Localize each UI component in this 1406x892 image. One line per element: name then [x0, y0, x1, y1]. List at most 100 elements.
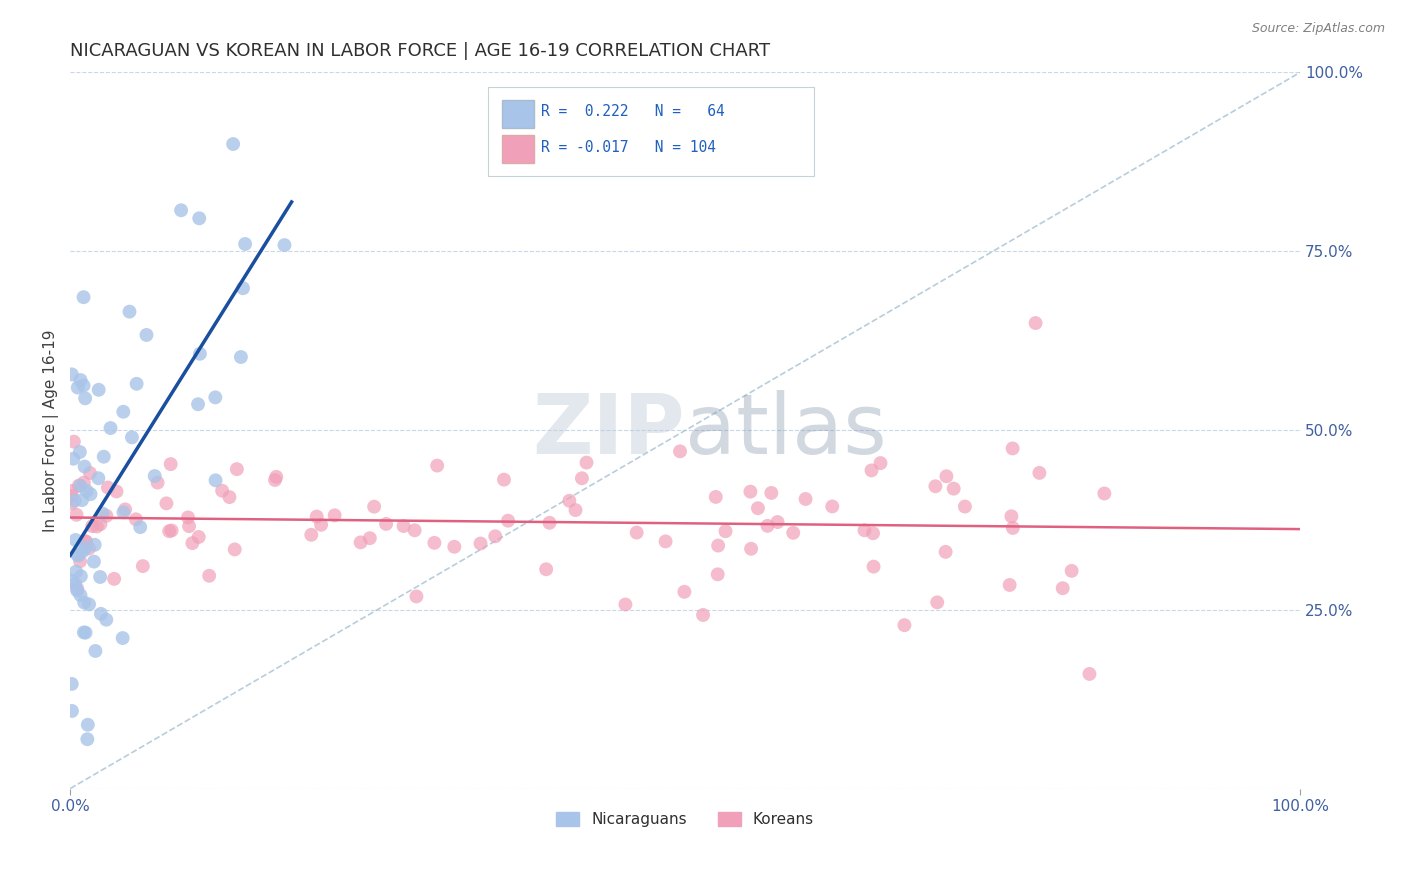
Point: [187, 397, 209, 411]
Point: [75, 625, 97, 640]
Point: [211, 483, 233, 498]
Point: [893, 618, 915, 632]
Point: [669, 444, 692, 458]
Point: [853, 523, 876, 537]
Point: [1078, 667, 1101, 681]
Point: [232, 281, 254, 295]
Point: [69, 445, 91, 459]
Point: [614, 598, 637, 612]
Point: [187, 530, 209, 544]
Point: [66, 583, 89, 598]
Point: [225, 462, 247, 476]
Point: [87, 471, 110, 485]
Point: [60, 368, 83, 382]
Point: [204, 390, 226, 404]
Point: [157, 524, 180, 538]
Point: [96, 613, 118, 627]
Y-axis label: In Labor Force | Age 16-19: In Labor Force | Age 16-19: [44, 329, 59, 532]
Point: [73, 459, 96, 474]
Point: [83, 538, 105, 552]
Point: [359, 531, 381, 545]
Point: [60, 496, 83, 510]
Point: [869, 456, 891, 470]
Point: [423, 536, 446, 550]
Point: [188, 211, 211, 226]
Point: [75, 541, 97, 555]
Point: [132, 559, 155, 574]
Point: [404, 523, 426, 537]
Point: [188, 347, 211, 361]
Point: [76, 732, 98, 747]
Point: [704, 490, 727, 504]
Point: [143, 469, 166, 483]
Point: [105, 484, 128, 499]
Point: [63, 493, 86, 508]
Point: [1092, 486, 1115, 500]
Legend: Nicaraguans, Koreans: Nicaraguans, Koreans: [548, 805, 821, 835]
Point: [67, 549, 90, 563]
Point: [654, 534, 676, 549]
Point: [534, 562, 557, 576]
Point: [626, 525, 648, 540]
Point: [218, 490, 240, 504]
Point: [97, 481, 120, 495]
Text: Source: ZipAtlas.com: Source: ZipAtlas.com: [1251, 22, 1385, 36]
Point: [222, 136, 245, 151]
Text: atlas: atlas: [685, 390, 887, 471]
Point: [927, 595, 949, 609]
Point: [60, 677, 83, 691]
Point: [1001, 442, 1024, 456]
Point: [82, 519, 104, 533]
Point: [860, 463, 883, 477]
Point: [953, 500, 976, 514]
Point: [60, 574, 83, 588]
Point: [79, 466, 101, 480]
Point: [91, 507, 114, 521]
Point: [1000, 509, 1022, 524]
Point: [83, 555, 105, 569]
Point: [73, 475, 96, 490]
Point: [65, 577, 87, 591]
Point: [72, 290, 94, 304]
Point: [93, 450, 115, 464]
Point: [998, 578, 1021, 592]
Point: [76, 483, 98, 498]
Point: [66, 548, 89, 562]
Point: [62, 451, 84, 466]
Point: [170, 203, 193, 218]
Point: [496, 514, 519, 528]
Point: [264, 470, 287, 484]
Point: [761, 486, 783, 500]
Point: [73, 595, 96, 609]
Point: [821, 500, 844, 514]
Point: [111, 631, 134, 645]
Text: ZIP: ZIP: [533, 390, 685, 471]
Point: [69, 373, 91, 387]
Point: [1028, 466, 1050, 480]
Point: [692, 607, 714, 622]
Point: [181, 536, 204, 550]
Point: [571, 471, 593, 485]
Point: [706, 567, 728, 582]
Point: [121, 430, 143, 444]
Point: [484, 529, 506, 543]
Point: [273, 238, 295, 252]
Point: [66, 380, 89, 394]
Text: R = -0.017   N = 104: R = -0.017 N = 104: [541, 140, 716, 155]
Point: [1060, 564, 1083, 578]
Point: [575, 456, 598, 470]
Point: [1025, 316, 1047, 330]
Point: [177, 519, 200, 533]
Point: [70, 493, 93, 508]
Point: [375, 516, 398, 531]
Point: [100, 421, 122, 435]
Point: [72, 378, 94, 392]
Point: [76, 717, 98, 731]
FancyBboxPatch shape: [502, 136, 534, 163]
Point: [86, 519, 108, 533]
Point: [67, 478, 90, 492]
Point: [740, 484, 762, 499]
Point: [90, 607, 112, 621]
Point: [69, 479, 91, 493]
Point: [264, 473, 287, 487]
